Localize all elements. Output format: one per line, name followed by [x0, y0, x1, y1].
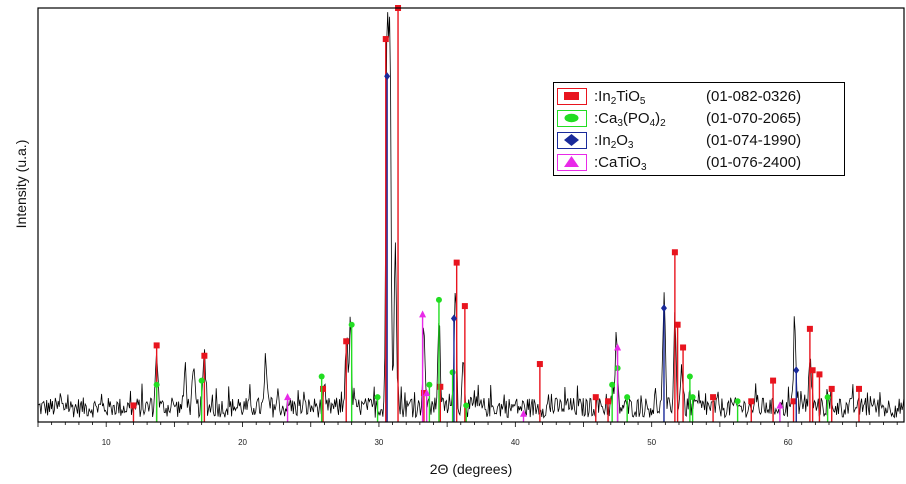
circle-marker: [449, 369, 456, 376]
legend-label-end: )2: [655, 110, 666, 129]
legend-label: :Ca3(PO4)2: [594, 110, 666, 129]
legend-label: :In2O3: [594, 132, 634, 151]
circle-marker: [624, 394, 631, 401]
legend-entry-catio3: :CaTiO3 (01-076-2400): [554, 152, 844, 174]
blue-diamond-marker-icon: [557, 132, 587, 149]
triangle-marker: [419, 310, 427, 318]
diamond-marker: [384, 72, 391, 81]
diamond-marker: [660, 304, 667, 313]
circle-marker: [609, 381, 616, 388]
x-tick-label: 30: [374, 438, 383, 447]
square-marker: [453, 259, 460, 266]
circle-marker: [824, 394, 831, 401]
triangle-marker: [423, 389, 431, 397]
triangle-marker: [520, 409, 528, 417]
legend: :In2TiO5 (01-082-0326) :Ca3(PO4)2 (01-07…: [553, 82, 845, 176]
square-marker: [343, 338, 350, 345]
square-marker: [420, 390, 427, 397]
square-marker: [201, 352, 208, 359]
square-marker: [605, 398, 612, 405]
x-tick-label: 50: [647, 438, 656, 447]
square-icon: [564, 92, 579, 100]
triangle-icon: [564, 156, 579, 167]
circle-marker: [686, 373, 693, 380]
legend-pdf-code: (01-074-1990): [706, 132, 802, 149]
diamond-marker: [793, 366, 800, 375]
legend-entry-in2o3: :In2O3 (01-074-1990): [554, 130, 844, 152]
circle-marker: [318, 373, 325, 380]
diamond-icon: [564, 134, 579, 146]
legend-entry-in2tio5: :In2TiO5 (01-082-0326): [554, 86, 844, 108]
legend-label: :CaTiO3: [594, 154, 647, 173]
circle-marker: [374, 394, 381, 401]
circle-marker: [689, 394, 696, 401]
square-marker: [809, 367, 816, 374]
square-marker: [153, 342, 160, 349]
pattern-trace: [37, 12, 905, 419]
circle-marker: [426, 381, 433, 388]
series-catio3: [284, 310, 784, 422]
square-marker: [592, 394, 599, 401]
phase-reference-lines: [130, 5, 862, 422]
circle-marker: [198, 377, 205, 384]
y-axis-title: Intensity (u.a.): [13, 140, 29, 229]
plot-frame: [37, 7, 905, 423]
x-tick-label: 20: [238, 438, 247, 447]
circle-marker: [463, 402, 470, 409]
square-marker: [536, 361, 543, 368]
square-marker: [828, 385, 835, 392]
x-tick-label: 40: [511, 438, 520, 447]
legend-entry-ca3po42: :Ca3(PO4)2 (01-070-2065): [554, 108, 844, 130]
circle-marker: [734, 398, 741, 405]
square-marker: [680, 344, 687, 351]
square-marker: [770, 377, 777, 384]
green-circle-marker-icon: [557, 110, 587, 127]
legend-pdf-code: (01-082-0326): [706, 88, 802, 105]
square-marker: [671, 249, 678, 256]
circle-marker: [435, 296, 442, 303]
x-axis-title: 2Θ (degrees): [430, 461, 512, 477]
magenta-triangle-marker-icon: [557, 154, 587, 171]
square-icon: [564, 92, 579, 100]
x-tick-label: 10: [102, 438, 111, 447]
series-in2tio5: [130, 5, 862, 422]
square-marker: [816, 371, 823, 378]
triangle-marker: [776, 401, 784, 409]
legend-pdf-code: (01-076-2400): [706, 154, 802, 171]
diamond-marker: [450, 314, 457, 323]
square-marker: [790, 398, 797, 405]
square-marker: [437, 383, 444, 390]
triangle-icon: [564, 156, 579, 167]
square-marker: [461, 303, 468, 310]
square-marker: [382, 36, 389, 43]
diffraction-pattern: [37, 12, 905, 419]
circle-marker: [153, 381, 160, 388]
triangle-marker: [284, 393, 292, 401]
square-marker: [710, 394, 717, 401]
legend-label: :In2TiO5: [594, 88, 646, 107]
circle-icon: [564, 113, 579, 123]
series-ca3po42: [153, 296, 831, 422]
legend-pdf-code: (01-070-2065): [706, 110, 802, 127]
diamond-icon: [564, 134, 579, 146]
triangle-marker: [614, 343, 622, 351]
x-tick-label: 60: [784, 438, 793, 447]
square-marker: [748, 398, 755, 405]
red-square-marker-icon: [557, 88, 587, 105]
circle-icon: [564, 113, 579, 123]
square-marker: [130, 402, 137, 409]
square-marker: [320, 385, 327, 392]
square-marker: [855, 385, 862, 392]
series-in2o3: [384, 72, 800, 422]
x-axis-ticks: 10 20 30 40 50 60: [37, 422, 898, 447]
square-marker: [806, 325, 813, 332]
circle-marker: [348, 321, 355, 328]
square-marker: [674, 321, 681, 328]
